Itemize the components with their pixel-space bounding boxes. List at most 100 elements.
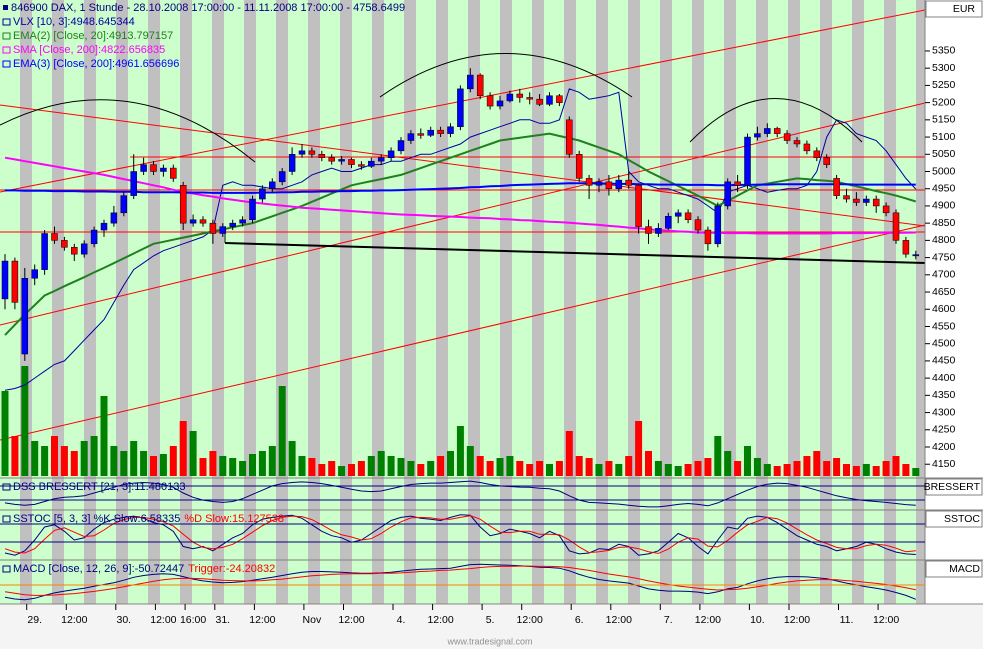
stripe <box>628 0 640 604</box>
candle-body <box>437 129 444 134</box>
candle-body <box>278 171 286 183</box>
candle-body <box>902 240 910 255</box>
candle-body <box>744 136 751 186</box>
volume-bar <box>635 421 643 476</box>
volume-bar <box>229 458 237 476</box>
candle-body <box>486 95 494 107</box>
volume-bar <box>367 456 375 476</box>
candle-body <box>595 181 603 186</box>
candle-body <box>556 95 563 103</box>
y-tick-label: 4800 <box>932 234 956 246</box>
volume-bar <box>90 436 98 476</box>
candle-body <box>21 278 29 355</box>
y-tick-label: 5350 <box>932 45 956 57</box>
y-tick-label: 4500 <box>932 337 956 349</box>
candle-body <box>684 212 692 220</box>
stripe <box>352 0 372 604</box>
candle-body <box>764 128 771 134</box>
y-tick-label: 4450 <box>932 355 956 367</box>
stripe <box>852 0 864 604</box>
volume-bar <box>496 458 504 476</box>
stripe <box>148 0 160 604</box>
y-tick-label: 5100 <box>932 131 956 143</box>
stripe <box>596 0 608 604</box>
volume-bar <box>684 464 692 476</box>
candle-body <box>120 195 128 214</box>
candle-body <box>110 212 118 224</box>
y-tick-label: 4150 <box>932 458 956 470</box>
candle-body <box>843 195 850 200</box>
volume-bar <box>189 431 197 476</box>
candle-body <box>823 157 830 165</box>
legend-icon <box>2 32 11 40</box>
arc <box>0 99 256 163</box>
legend-entry: MACD [Close, 12, 26, 9]:-50.72447 <box>13 563 184 575</box>
candle-body <box>496 100 504 107</box>
y-tick-label: 5200 <box>932 96 956 108</box>
candle-body <box>140 164 147 172</box>
candle-body <box>298 150 306 155</box>
volume-bar <box>654 461 662 476</box>
y-tick-label: 4600 <box>932 303 956 315</box>
candle-body <box>368 160 375 167</box>
y-axis-label: EUR <box>953 3 976 15</box>
volume-bar <box>803 456 811 476</box>
candle-body <box>189 219 197 224</box>
candle-body <box>476 74 484 96</box>
volume-bar <box>862 464 870 476</box>
y-tick-label: 4400 <box>932 372 956 384</box>
y-tick-label: 4200 <box>932 441 956 453</box>
y-tick-label: 4650 <box>932 286 956 298</box>
candle-body <box>150 164 157 172</box>
legend-entry: SMA [Close, 200]:4822.656835 <box>13 44 165 56</box>
legend-entry: SSTOC [5, 3, 3] %K Slow:6.58335 <box>13 513 180 525</box>
volume-bar <box>120 451 128 476</box>
volume-bar <box>110 446 118 476</box>
volume-bar <box>80 441 88 476</box>
volume-bar <box>417 464 425 476</box>
x-tick-label: 12:00 <box>784 614 810 626</box>
y-tick-label: 5250 <box>932 79 956 91</box>
volume-bar <box>447 451 454 476</box>
stripe <box>660 0 672 604</box>
candle-body <box>259 188 266 200</box>
candle-body <box>724 181 731 207</box>
volume-bar <box>209 451 217 476</box>
x-tick-label: 12:00 <box>873 614 899 626</box>
candle-body <box>387 150 395 158</box>
stripe <box>820 0 832 604</box>
candle-body <box>625 179 632 186</box>
volume-bar <box>892 456 900 476</box>
y-tick-label: 5150 <box>932 114 956 126</box>
volume-bar <box>526 464 534 476</box>
y-tick-label: 4950 <box>932 183 956 195</box>
volume-bar <box>11 436 19 476</box>
volume-bar <box>199 458 207 476</box>
volume-bar <box>763 464 771 476</box>
candle-body <box>506 93 514 102</box>
right-axis-panel <box>925 0 983 604</box>
candle-body <box>813 150 821 158</box>
indicator-line <box>4 565 916 596</box>
volume-bar <box>902 464 910 476</box>
volume-bar <box>219 456 227 476</box>
x-tick-label: 30. <box>116 614 131 626</box>
legend-icon <box>2 60 11 68</box>
candle-body <box>635 185 642 227</box>
y-tick-label: 4900 <box>932 200 956 212</box>
candle-body <box>754 133 761 138</box>
legend-icon <box>2 18 11 26</box>
candle-body <box>348 159 355 165</box>
volume-bar <box>318 464 326 476</box>
volume-bar <box>516 461 524 476</box>
candle-body <box>833 178 840 196</box>
volume-bar <box>625 456 633 476</box>
volume-bar <box>476 456 484 476</box>
currency-box <box>925 0 983 18</box>
chart-title: 846900 DAX, 1 Stunde - 28.10.2008 17:00:… <box>11 2 405 14</box>
volume-bar <box>565 431 573 476</box>
stripe <box>884 0 896 604</box>
y-tick-label: 4250 <box>932 424 956 436</box>
legend-entry: Trigger:-24.20832 <box>188 563 275 575</box>
candle-body <box>585 178 593 186</box>
